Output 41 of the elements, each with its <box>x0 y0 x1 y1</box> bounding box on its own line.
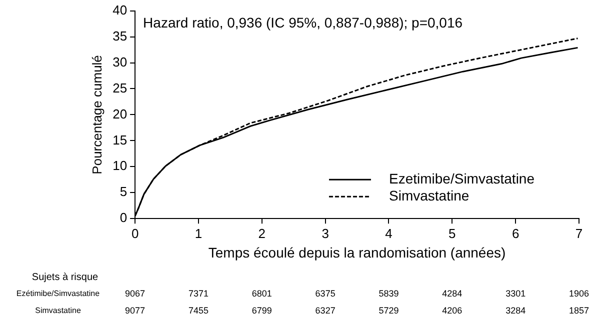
y-tick-label: 10 <box>112 158 128 174</box>
text: 1906 <box>568 288 590 298</box>
legend-label: Simvastatine <box>389 187 470 204</box>
y-tick-label: 5 <box>120 184 128 200</box>
x-tick-label: 6 <box>512 226 520 241</box>
x-tick-label: 4 <box>385 226 392 241</box>
y-tick-label: 35 <box>112 28 128 44</box>
text: 6327 <box>315 305 336 316</box>
y-axis-title: Pourcentage cumulé <box>89 55 104 174</box>
annotation: Hazard ratio, 0,936 (IC 95%, 0,887-0,988); p=0,016 <box>143 14 463 31</box>
text: 6801 <box>252 288 272 298</box>
text: 7371 <box>188 288 208 298</box>
text: 3301 <box>506 288 526 298</box>
text: 4206 <box>442 305 462 316</box>
legend-label: Ezetimibe/Simvastatine <box>389 170 535 186</box>
x-tick-label: 2 <box>258 226 266 241</box>
y-tick-label: 40 <box>112 2 128 18</box>
x-tick-label: 1 <box>194 226 202 241</box>
x-tick-label: 7 <box>575 226 583 241</box>
text: 3284 <box>506 305 526 316</box>
text: 5729 <box>378 305 399 316</box>
y-tick-label: 0 <box>120 210 128 226</box>
text: 6375 <box>315 288 336 298</box>
y-tick-label: 15 <box>112 132 128 148</box>
text: 9067 <box>125 288 146 298</box>
text: Sujets à risque <box>32 272 99 283</box>
x-tick-label: 5 <box>448 226 456 241</box>
text: 5839 <box>378 288 399 298</box>
x-tick-label: 0 <box>131 226 139 241</box>
text: Simvastatine <box>35 306 82 316</box>
text: 4284 <box>442 288 462 298</box>
text: Ezétimibe/Simvastatine <box>16 289 100 298</box>
y-tick-label: 30 <box>112 54 128 70</box>
y-tick-label: 20 <box>112 106 128 122</box>
x-tick-label: 3 <box>322 226 329 241</box>
text: 7455 <box>188 305 208 316</box>
x-axis-title: Temps écoulé depuis la randomisation (années) <box>208 244 506 260</box>
y-tick-label: 25 <box>112 80 128 96</box>
text: 9077 <box>125 305 146 316</box>
text: 1857 <box>568 305 590 316</box>
text: 6799 <box>252 305 272 316</box>
